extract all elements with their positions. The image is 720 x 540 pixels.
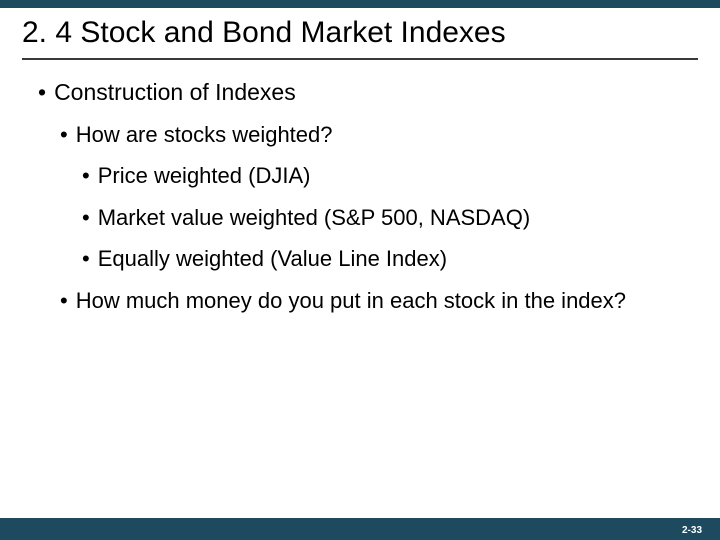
bullet-lvl2: • How much money do you put in each stoc… — [60, 273, 690, 315]
header-band — [0, 0, 720, 8]
bullet-lvl3: • Equally weighted (Value Line Index) — [82, 231, 690, 273]
bullet-text: Price weighted (DJIA) — [98, 162, 690, 190]
page-number: 2-33 — [682, 525, 702, 536]
bullet-lvl3: • Market value weighted (S&P 500, NASDAQ… — [82, 190, 690, 232]
footer-band: 2-33 — [0, 518, 720, 540]
bullet-text: Construction of Indexes — [54, 78, 690, 107]
bullet-lvl2: • How are stocks weighted? — [60, 107, 690, 149]
bullet-lvl3: • Price weighted (DJIA) — [82, 148, 690, 190]
bullet-text: How much money do you put in each stock … — [76, 287, 690, 315]
bullet-icon: • — [60, 121, 76, 149]
bullet-text: How are stocks weighted? — [76, 121, 690, 149]
bullet-icon: • — [82, 245, 98, 273]
bullet-icon: • — [38, 78, 54, 107]
bullet-text: Market value weighted (S&P 500, NASDAQ) — [98, 204, 690, 232]
bullet-icon: • — [60, 287, 76, 315]
bullet-text: Equally weighted (Value Line Index) — [98, 245, 690, 273]
slide-content: • Construction of Indexes • How are stoc… — [0, 60, 720, 314]
slide-title: 2. 4 Stock and Bond Market Indexes — [0, 8, 720, 58]
bullet-icon: • — [82, 162, 98, 190]
bullet-lvl1: • Construction of Indexes — [38, 78, 690, 107]
bullet-icon: • — [82, 204, 98, 232]
